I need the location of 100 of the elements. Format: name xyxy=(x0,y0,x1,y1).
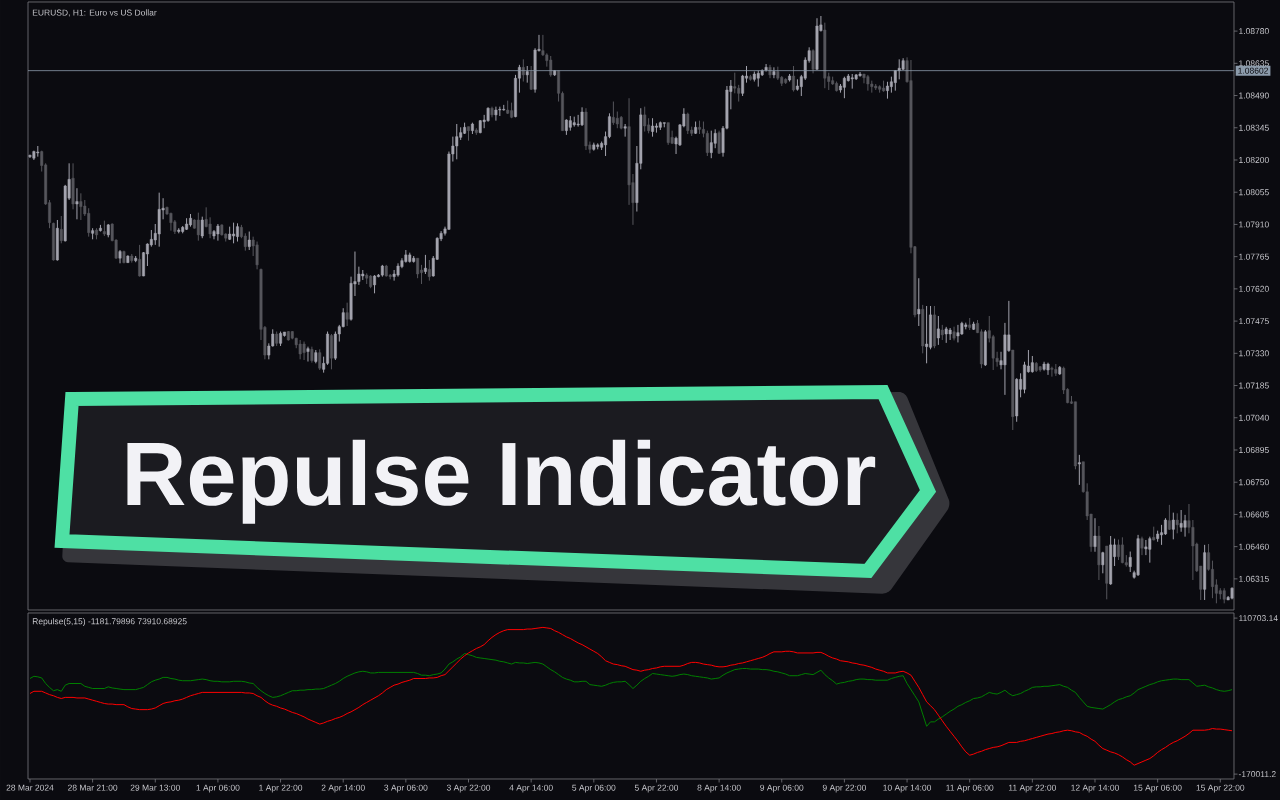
candlestick xyxy=(298,339,302,360)
y-tick-label: 1.07185 xyxy=(1239,382,1269,389)
candlestick xyxy=(79,192,83,221)
y-tick-label: 1.08635 xyxy=(1239,60,1269,67)
candlestick xyxy=(87,207,91,238)
candlestick xyxy=(772,66,776,79)
y-tick-label: 1.08490 xyxy=(1239,92,1269,99)
candlestick xyxy=(427,259,431,282)
candlestick xyxy=(1093,517,1097,553)
candlestick xyxy=(1120,536,1124,564)
y-tick-label: 1.07765 xyxy=(1239,253,1269,260)
candlestick xyxy=(494,106,498,122)
candlestick xyxy=(529,65,533,91)
x-tick-label: 1 Apr 06:00 xyxy=(196,784,240,793)
y-tick-label: 1.08055 xyxy=(1239,189,1269,196)
candlestick xyxy=(1167,504,1171,531)
y-tick-label: 1.06895 xyxy=(1239,446,1269,453)
y-tick-label: 1.07475 xyxy=(1239,318,1269,325)
x-tick-label: 9 Apr 06:00 xyxy=(760,784,804,793)
candlestick xyxy=(1148,536,1152,564)
candlestick xyxy=(330,333,333,370)
candlestick xyxy=(232,222,236,244)
x-tick-label: 5 Apr 06:00 xyxy=(572,784,616,793)
y-tick-label: 1.06460 xyxy=(1239,543,1269,550)
candlestick xyxy=(576,114,580,128)
candlestick xyxy=(956,324,960,343)
x-tick-label: 9 Apr 22:00 xyxy=(822,784,867,793)
x-tick-label: 15 Apr 22:00 xyxy=(1196,784,1245,793)
candlestick xyxy=(306,346,310,363)
candlestick xyxy=(643,106,647,133)
x-tick-label: 1 Apr 22:00 xyxy=(259,784,303,793)
x-tick-label: 15 Apr 06:00 xyxy=(1133,784,1182,793)
candlestick xyxy=(917,277,921,327)
candlestick xyxy=(623,123,627,138)
candlestick xyxy=(75,187,79,220)
candlestick xyxy=(59,215,63,244)
candlestick xyxy=(811,48,815,74)
candlestick xyxy=(611,101,615,126)
x-tick-label: 12 Apr 14:00 xyxy=(1071,784,1119,793)
candlestick xyxy=(1128,551,1132,573)
candlestick xyxy=(208,216,212,239)
candlestick xyxy=(717,130,721,155)
y-tick-label: 1.06315 xyxy=(1239,575,1269,582)
y-tick-label: 1.08200 xyxy=(1239,156,1269,163)
x-tick-label: 11 Apr 06:00 xyxy=(946,784,994,793)
candlestick xyxy=(416,257,420,279)
candlestick xyxy=(373,274,376,294)
candlestick xyxy=(1179,509,1183,533)
y-tick-label: -170011.2 xyxy=(1238,771,1276,778)
candlestick xyxy=(1183,514,1187,538)
x-tick-label: 4 Apr 14:00 xyxy=(509,784,553,793)
text: Repulse Indicator xyxy=(127,439,876,524)
candlestick xyxy=(936,315,940,346)
candlestick xyxy=(318,348,322,371)
y-tick-label: 1.07040 xyxy=(1239,414,1269,421)
candlestick xyxy=(255,241,259,270)
candlestick xyxy=(1175,512,1179,534)
candlestick xyxy=(423,254,427,275)
text: EURUSD, H1: Euro vs US Dollar xyxy=(32,9,157,17)
candlestick xyxy=(948,327,952,341)
ref-line-label: 1.08602 xyxy=(1238,67,1268,74)
candlestick xyxy=(1117,539,1120,561)
candlestick xyxy=(1077,454,1081,486)
candlestick xyxy=(345,302,349,327)
x-tick-label: 3 Apr 06:00 xyxy=(384,784,428,793)
x-tick-label: 28 Mar 2024 xyxy=(6,784,54,791)
candlestick xyxy=(302,341,306,361)
candlestick xyxy=(1140,536,1144,556)
candlestick xyxy=(764,63,768,73)
candlestick xyxy=(1171,512,1175,540)
y-tick-label: 1.08780 xyxy=(1239,28,1269,35)
x-tick-label: 11 Apr 22:00 xyxy=(1008,784,1057,793)
candlestick xyxy=(705,130,709,157)
y-tick-label: 1.07910 xyxy=(1239,221,1269,228)
candlestick xyxy=(925,305,929,364)
y-tick-label: 1.06605 xyxy=(1239,511,1269,518)
candlestick xyxy=(897,58,901,80)
x-tick-label: 3 Apr 22:00 xyxy=(446,784,491,793)
y-tick-label: 1.08345 xyxy=(1239,124,1269,131)
x-tick-label: 28 Mar 21:00 xyxy=(68,784,118,791)
y-tick-label: 1.06750 xyxy=(1239,479,1269,486)
x-tick-label: 8 Apr 14:00 xyxy=(697,784,741,793)
candlestick xyxy=(236,222,239,243)
candlestick xyxy=(1144,539,1148,556)
candlestick xyxy=(651,117,654,138)
x-tick-label: 5 Apr 22:00 xyxy=(634,784,679,793)
y-tick-label: 110703.14 xyxy=(1239,615,1278,622)
x-tick-label: 10 Apr 14:00 xyxy=(883,784,932,793)
y-tick-label: 1.07330 xyxy=(1239,350,1269,357)
x-tick-label: 29 Mar 13:00 xyxy=(130,784,180,791)
candlestick xyxy=(580,106,584,127)
candlestick xyxy=(709,130,713,159)
x-tick-label: 2 Apr 14:00 xyxy=(321,784,365,793)
candlestick xyxy=(1050,366,1054,378)
candlestick xyxy=(792,65,795,93)
text: Repulse(5,15) -1181.79896 73910.68925 xyxy=(32,618,187,626)
candlestick xyxy=(666,122,670,146)
y-tick-label: 1.07620 xyxy=(1239,285,1269,292)
candlestick xyxy=(200,216,204,239)
candlestick xyxy=(455,123,459,160)
